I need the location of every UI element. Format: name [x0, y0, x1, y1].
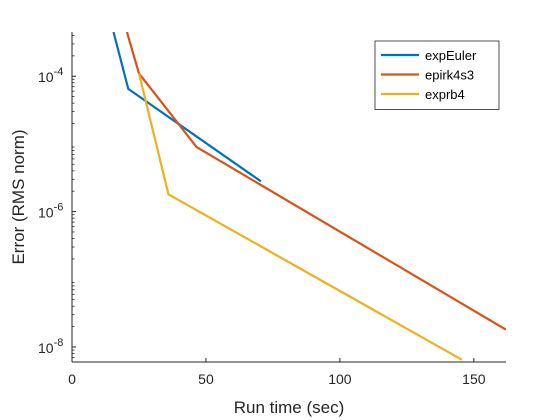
y-tick-label: 10-6 [38, 202, 63, 221]
x-axis-label: Run time (sec) [234, 398, 345, 417]
x-tick-label: 150 [462, 371, 486, 387]
legend-entry: epirk4s3 [425, 68, 474, 83]
series-line-epirk4s3 [125, 32, 506, 331]
legend-entry: expEuler [425, 48, 477, 63]
legend-entry: exprb4 [425, 87, 465, 102]
axes-layer: 0 50 100 150 10-8 10-6 10-4 [38, 32, 506, 387]
y-tick-label: 10-4 [38, 66, 63, 85]
x-tick-label: 50 [198, 371, 214, 387]
series-layer [112, 32, 506, 361]
x-tick-label: 100 [328, 371, 352, 387]
x-tick-label: 0 [68, 371, 76, 387]
y-axis-label: Error (RMS norm) [9, 129, 28, 264]
series-line-exprb4 [137, 73, 463, 361]
legend: expEuler epirk4s3 exprb4 [374, 40, 500, 110]
series-line-expeuler [112, 32, 262, 183]
y-tick-label: 10-8 [38, 337, 63, 356]
